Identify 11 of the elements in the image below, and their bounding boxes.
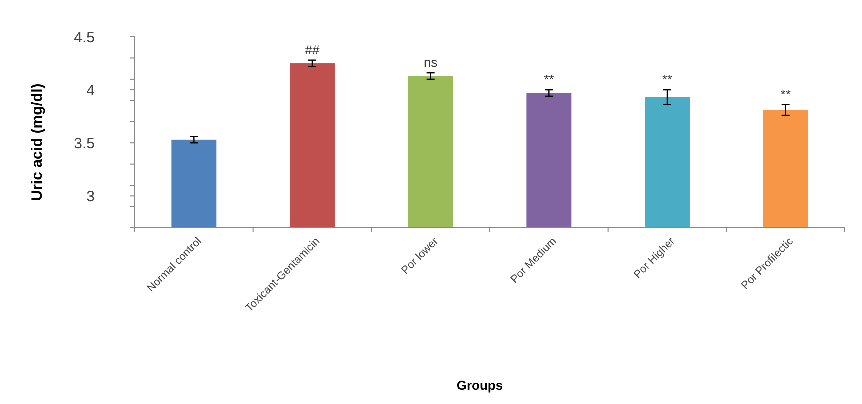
annotation: ##	[305, 42, 320, 58]
annotation: **	[544, 72, 554, 88]
annotation: **	[662, 72, 673, 88]
y-tick-label: 4	[86, 82, 95, 100]
annotation: **	[780, 86, 791, 102]
y-tick-label: 3.5	[74, 135, 95, 152]
annotation: ns	[424, 55, 438, 70]
y-tick-label: 4.5	[74, 29, 95, 46]
y-axis-title: Uric acid (mg/dl)	[29, 84, 46, 202]
x-axis-title: Groups	[456, 378, 504, 393]
y-tick-label: 3	[86, 188, 95, 206]
